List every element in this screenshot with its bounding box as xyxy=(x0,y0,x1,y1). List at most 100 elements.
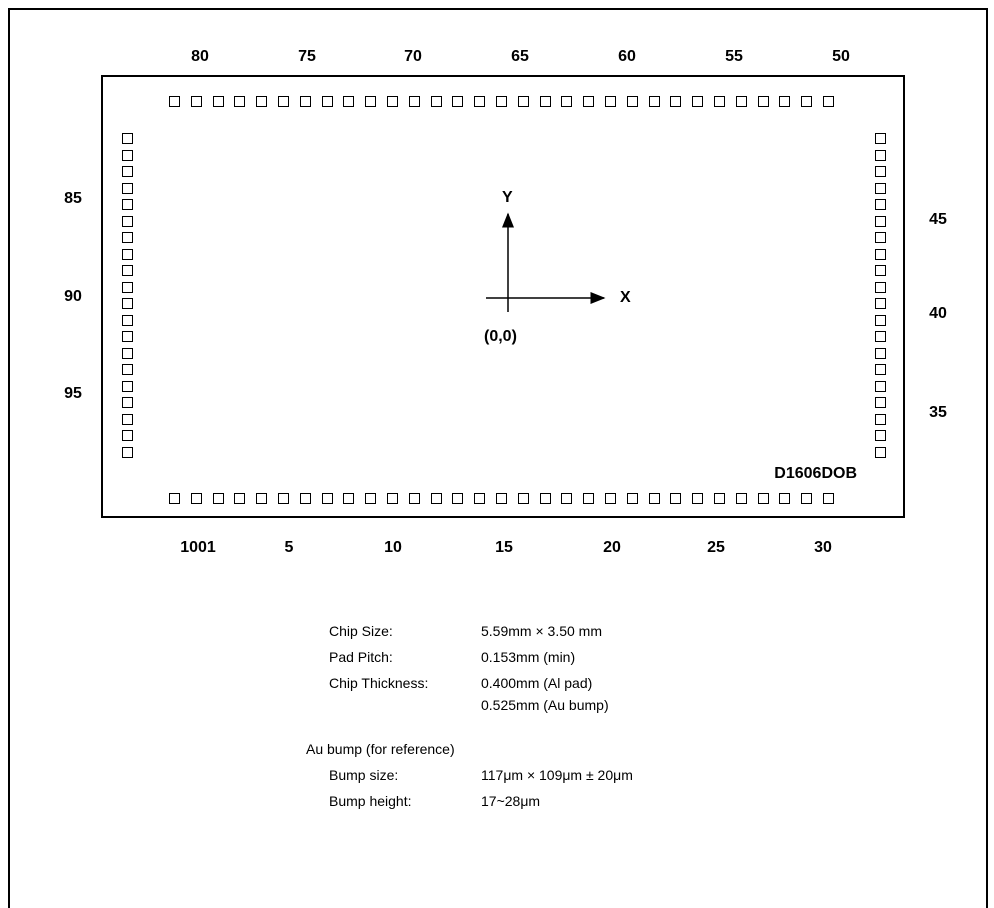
pin-label-bottom-15: 15 xyxy=(495,539,513,556)
pin-label-bottom-10: 10 xyxy=(384,539,402,556)
bond-pad-right xyxy=(875,446,886,458)
bond-pad-right xyxy=(875,199,886,210)
bond-pad-right xyxy=(875,248,886,260)
pin-label-bottom-1001: 1001 xyxy=(180,539,216,556)
bond-pad-bottom xyxy=(430,493,442,504)
bond-pad-bottom xyxy=(234,493,246,504)
bond-pad-bottom xyxy=(212,493,224,504)
bond-pad-top xyxy=(561,96,573,107)
chip-size-value: 5.59mm × 3.50 mm xyxy=(481,623,602,639)
bond-pad-bottom xyxy=(714,493,725,504)
pin-label-top-65: 65 xyxy=(511,48,529,65)
bond-pad-right xyxy=(875,331,886,342)
bond-pad-left xyxy=(122,133,133,144)
bond-pad-top xyxy=(823,96,834,107)
bond-pad-left xyxy=(122,347,133,359)
chip-size-label: Chip Size: xyxy=(329,623,393,639)
bond-pad-top xyxy=(757,96,769,107)
bond-pad-top xyxy=(365,96,377,107)
bond-pad-top xyxy=(169,96,180,107)
bond-pad-right xyxy=(875,397,886,408)
bond-pad-top xyxy=(256,96,268,107)
bond-pad-top xyxy=(430,96,442,107)
bond-pad-left xyxy=(122,446,133,458)
bond-pad-top xyxy=(779,96,791,107)
bond-pad-bottom xyxy=(801,493,813,504)
bond-pad-bottom xyxy=(626,493,638,504)
drawing-frame xyxy=(8,8,988,908)
bond-pad-left xyxy=(122,397,133,408)
bond-pad-bottom xyxy=(670,493,682,504)
bond-pad-left xyxy=(122,281,133,293)
bond-pad-top xyxy=(387,96,398,107)
bond-pad-top xyxy=(452,96,464,107)
bond-pad-right xyxy=(875,430,886,441)
bond-pad-right xyxy=(875,149,886,161)
bond-pad-top xyxy=(583,96,595,107)
bond-pad-bottom xyxy=(256,493,268,504)
bond-pad-bottom xyxy=(321,493,333,504)
bond-pad-bottom xyxy=(408,493,420,504)
pin-label-bottom-20: 20 xyxy=(603,539,621,556)
x-axis-label: X xyxy=(620,289,631,306)
origin-label: (0,0) xyxy=(484,328,517,345)
bond-pad-top xyxy=(299,96,311,107)
bond-pad-top xyxy=(648,96,660,107)
bump-height-value: 17~28μm xyxy=(481,793,541,809)
au-bump-heading: Au bump (for reference) xyxy=(306,741,455,757)
bump-height-label: Bump height: xyxy=(329,793,412,809)
bump-size-value: 117μm × 109μm ± 20μm xyxy=(481,767,633,783)
bond-pad-top xyxy=(692,96,704,107)
bond-pad-right xyxy=(875,281,886,293)
bond-pad-bottom xyxy=(779,493,791,504)
bond-pad-top xyxy=(321,96,333,107)
bond-pad-bottom xyxy=(299,493,311,504)
bond-pad-top xyxy=(234,96,246,107)
bond-pad-bottom xyxy=(735,493,747,504)
bond-pad-bottom xyxy=(365,493,377,504)
pin-label-right-35: 35 xyxy=(929,404,947,421)
bond-pad-bottom xyxy=(692,493,704,504)
pin-label-top-60: 60 xyxy=(618,48,636,65)
bond-pad-top xyxy=(626,96,638,107)
bond-pad-bottom xyxy=(278,493,289,504)
bond-pad-top xyxy=(517,96,529,107)
bond-pad-left xyxy=(122,215,133,227)
bond-pad-right xyxy=(875,413,886,425)
pin-label-top-80: 80 xyxy=(191,48,209,65)
bond-pad-bottom xyxy=(517,493,529,504)
bond-pad-left xyxy=(122,166,133,177)
bond-pad-right xyxy=(875,232,886,243)
pin-label-right-40: 40 xyxy=(929,305,947,322)
pin-label-right-45: 45 xyxy=(929,211,947,228)
bond-pad-bottom xyxy=(169,493,180,504)
bond-pad-top xyxy=(408,96,420,107)
bond-pad-bottom xyxy=(605,493,616,504)
bond-pad-left xyxy=(122,380,133,392)
bond-pad-bottom xyxy=(387,493,398,504)
bond-pad-left xyxy=(122,199,133,210)
pad-pitch-value: 0.153mm (min) xyxy=(481,649,576,665)
bond-pad-top xyxy=(474,96,486,107)
bond-pad-left xyxy=(122,149,133,161)
pin-label-top-70: 70 xyxy=(404,48,422,65)
bond-pad-left xyxy=(122,364,133,375)
bond-pad-right xyxy=(875,182,886,194)
bond-pad-left xyxy=(122,265,133,276)
pin-label-left-95: 95 xyxy=(64,385,82,402)
bond-pad-bottom xyxy=(823,493,834,504)
bond-pad-top xyxy=(670,96,682,107)
pin-label-bottom-30: 30 xyxy=(814,539,832,556)
bond-pad-top xyxy=(278,96,289,107)
bond-pad-bottom xyxy=(343,493,355,504)
bond-pad-left xyxy=(122,232,133,243)
pad-pitch-label: Pad Pitch: xyxy=(329,649,393,665)
y-axis-label: Y xyxy=(502,189,513,206)
bond-pad-left xyxy=(122,331,133,342)
bond-pad-right xyxy=(875,166,886,177)
bond-pad-bottom xyxy=(474,493,486,504)
bond-pad-left xyxy=(122,248,133,260)
bond-pad-right xyxy=(875,215,886,227)
pin-label-left-90: 90 xyxy=(64,288,82,305)
bond-pad-top xyxy=(714,96,725,107)
